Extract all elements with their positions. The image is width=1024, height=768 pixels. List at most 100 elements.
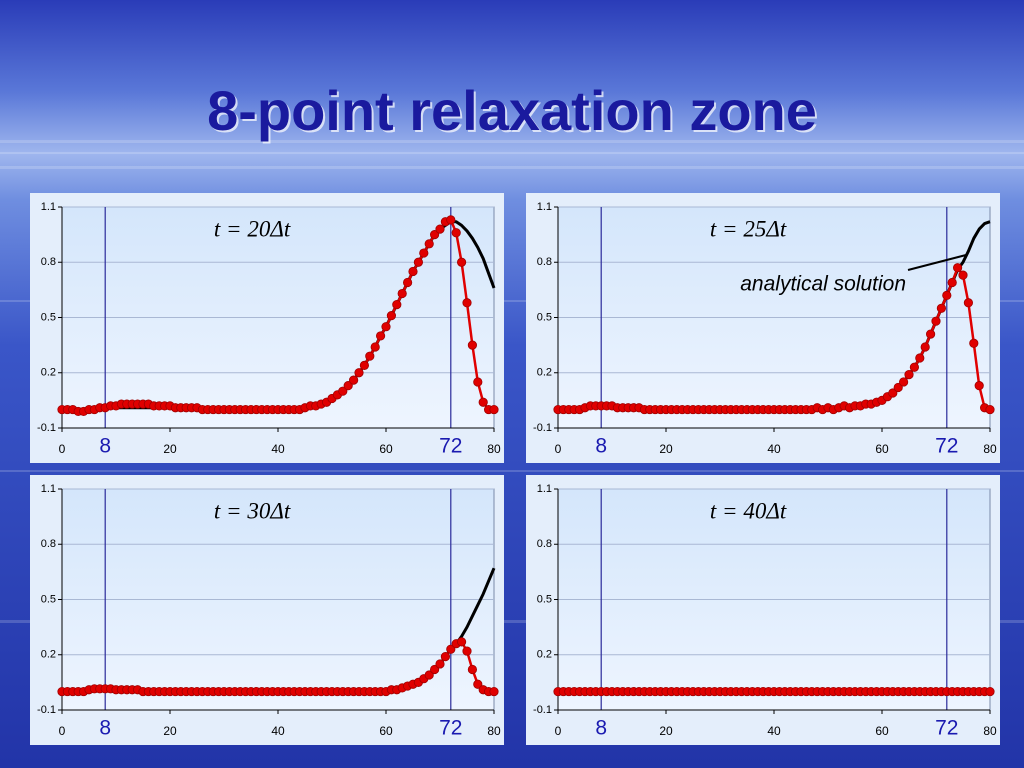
- data-point: [402, 277, 413, 288]
- data-point: [370, 342, 380, 352]
- chart: -0.1 0.2 0.5 0.8 1.1 0 20 40 60 80 8 72 t = 25Δt anal…: [526, 193, 1000, 463]
- y-tick-label: 1.1: [41, 483, 56, 495]
- y-tick-label: 0.5: [537, 593, 552, 605]
- data-point: [375, 331, 386, 341]
- data-point: [424, 239, 434, 249]
- slide-title-shadow: 8-point relaxation zone: [209, 81, 819, 144]
- data-point: [386, 311, 396, 321]
- chart: -0.1 0.2 0.5 0.8 1.1 0 20 40 60 80 8 72 t = 30Δt: [30, 475, 504, 745]
- y-tick-label: 1.1: [537, 483, 552, 495]
- data-point: [985, 686, 995, 697]
- data-point: [429, 230, 440, 240]
- y-tick-label: -0.1: [37, 422, 56, 434]
- data-point: [365, 351, 375, 361]
- y-tick-label: 1.1: [537, 201, 552, 213]
- data-point: [952, 263, 963, 273]
- x-tick-label: 80: [487, 442, 501, 456]
- x-tick-label: 80: [983, 724, 997, 738]
- y-tick-label: -0.1: [533, 422, 552, 434]
- data-point: [424, 670, 434, 680]
- data-point: [462, 646, 472, 656]
- x-tick-label: 60: [379, 724, 393, 738]
- x-tick-label: 80: [487, 724, 501, 738]
- data-point: [974, 381, 984, 391]
- data-point: [467, 340, 477, 350]
- x-tick-label: 60: [875, 442, 889, 456]
- chart-title: t = 30Δt: [214, 498, 291, 523]
- y-tick-label: 0.8: [537, 256, 552, 268]
- zone-label: 72: [935, 717, 958, 740]
- y-tick-label: 0.5: [537, 311, 552, 323]
- data-point: [904, 369, 914, 380]
- charts: -0.10.20.50.81.10 20 40 60 808 72t = 20Δt-0.1…: [30, 193, 1000, 745]
- data-point: [408, 266, 418, 277]
- waves: [0, 140, 1024, 623]
- data-point: [931, 316, 941, 326]
- data-point: [397, 288, 407, 299]
- data-point: [909, 362, 919, 372]
- data-point: [456, 637, 467, 647]
- data-point: [413, 257, 423, 267]
- data-point: [456, 257, 467, 267]
- chart-title: t = 20Δt: [214, 216, 291, 241]
- y-tick-label: -0.1: [37, 704, 56, 716]
- y-tick-label: 0.2: [41, 367, 56, 379]
- data-point: [985, 404, 995, 415]
- data-point: [348, 375, 359, 385]
- data-point: [354, 368, 364, 378]
- data-point: [338, 386, 348, 396]
- zone-label: 8: [99, 717, 111, 740]
- data-point: [942, 290, 952, 301]
- data-point: [419, 248, 429, 258]
- y-tick-label: -0.1: [533, 704, 552, 716]
- zone-label: 72: [439, 435, 462, 458]
- x-tick-label: 80: [983, 442, 997, 456]
- data-point: [893, 382, 903, 393]
- data-point: [969, 338, 979, 348]
- chart: -0.1 0.2 0.5 0.8 1.1 0 20 40 60 80 8 72 t = 20Δt: [30, 193, 504, 463]
- x-tick-label: 20: [163, 724, 177, 738]
- y-tick-label: 0.2: [537, 367, 552, 379]
- data-point: [343, 381, 353, 391]
- data-point: [429, 664, 440, 675]
- x-tick-label: 40: [271, 442, 285, 456]
- x-tick-label: 40: [767, 724, 781, 738]
- x-tick-label: 40: [767, 442, 781, 456]
- slide-title: 8-point relaxation zone: [207, 79, 817, 142]
- y-tick-label: 0.8: [537, 538, 552, 550]
- data-point: [435, 659, 445, 669]
- y-tick-label: 1.1: [41, 201, 56, 213]
- data-point: [467, 664, 477, 675]
- data-point: [440, 651, 450, 662]
- y-tick-label: 0.2: [41, 649, 56, 661]
- data-point: [359, 360, 369, 370]
- y-tick-label: 0.2: [537, 649, 552, 661]
- chart: -0.1 0.2 0.5 0.8 1.1 0 20 40 60 80 8 72 t = 40Δt: [526, 475, 1000, 745]
- data-point: [381, 322, 391, 332]
- x-tick-label: 0: [59, 442, 66, 456]
- data-point: [446, 644, 456, 654]
- x-tick-label: 20: [163, 442, 177, 456]
- zone-label: 8: [99, 435, 111, 458]
- data-point: [920, 342, 930, 352]
- data-point: [925, 329, 936, 339]
- x-tick-label: 20: [659, 442, 673, 456]
- y-tick-label: 0.8: [41, 256, 56, 268]
- x-tick-label: 60: [379, 442, 393, 456]
- data-point: [478, 397, 488, 407]
- data-point: [915, 353, 925, 363]
- x-tick-label: 60: [875, 724, 889, 738]
- data-point: [898, 377, 909, 387]
- zone-label: 72: [935, 435, 958, 458]
- zone-label: 8: [595, 717, 607, 740]
- annotation-pointer: [907, 254, 967, 271]
- chart-title: t = 25Δt: [710, 216, 787, 241]
- data-point: [489, 404, 499, 415]
- data-point: [963, 298, 973, 308]
- data-point: [473, 679, 483, 689]
- zone-label: 8: [595, 435, 607, 458]
- x-tick-label: 20: [659, 724, 673, 738]
- x-tick-label: 0: [555, 724, 562, 738]
- data-point: [446, 215, 456, 225]
- x-tick-label: 40: [271, 724, 285, 738]
